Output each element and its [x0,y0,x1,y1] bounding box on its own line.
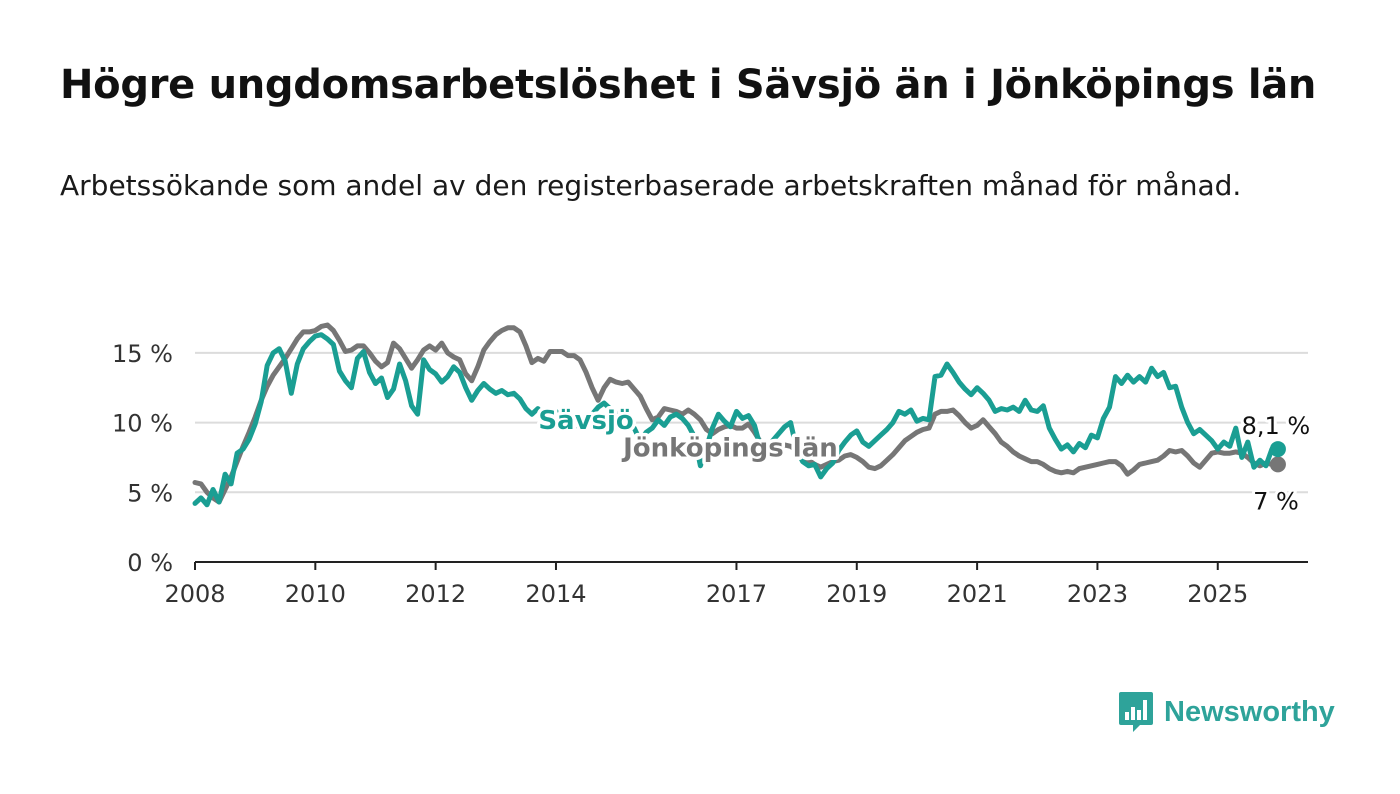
x-axis: 2008 2010 2012 2014 2017 2019 2021 2023 2025 [164,561,1308,608]
series-name-label: Sävsjö [538,406,633,436]
brand-name: Newsworthy [1164,695,1335,728]
x-tick-label: 2023 [1067,580,1128,608]
series-labels: Jönköpings län 7 % Sävsjö 8,1 % [535,402,1313,518]
chart-title: Högre ungdomsarbetslöshet i Sävsjö än i … [60,62,1317,108]
x-tick-label: 2021 [947,580,1008,608]
x-tick-label: 2019 [826,580,887,608]
y-tick-label: 0 % [127,549,173,577]
y-tick-label: 10 % [112,410,173,438]
series-end-value: 7 % [1253,487,1299,515]
x-tick-label: 2014 [525,580,586,608]
chart-subtitle: Arbetssökande som andel av den registerb… [60,169,1242,202]
series-lines [192,322,1281,508]
series-end-dot [1269,456,1286,473]
newsworthy-logo[interactable]: Newsworthy [1118,690,1335,734]
x-tick-label: 2017 [706,580,767,608]
series-line [192,322,1281,505]
x-tick-label: 2012 [405,580,466,608]
chart-bubble-icon [1119,692,1153,732]
series-line [192,332,1281,508]
x-tick-label: 2025 [1187,580,1248,608]
series-name-label: Jönköpings län [621,434,838,464]
y-tick-label: 15 % [112,340,173,368]
x-tick-label: 2008 [164,580,225,608]
y-axis: 0 % 5 % 10 % 15 % [112,340,173,577]
series-end-dot [1269,441,1286,458]
series-end-value: 8,1 % [1242,412,1311,440]
x-tick-label: 2010 [285,580,346,608]
y-tick-label: 5 % [127,479,173,507]
